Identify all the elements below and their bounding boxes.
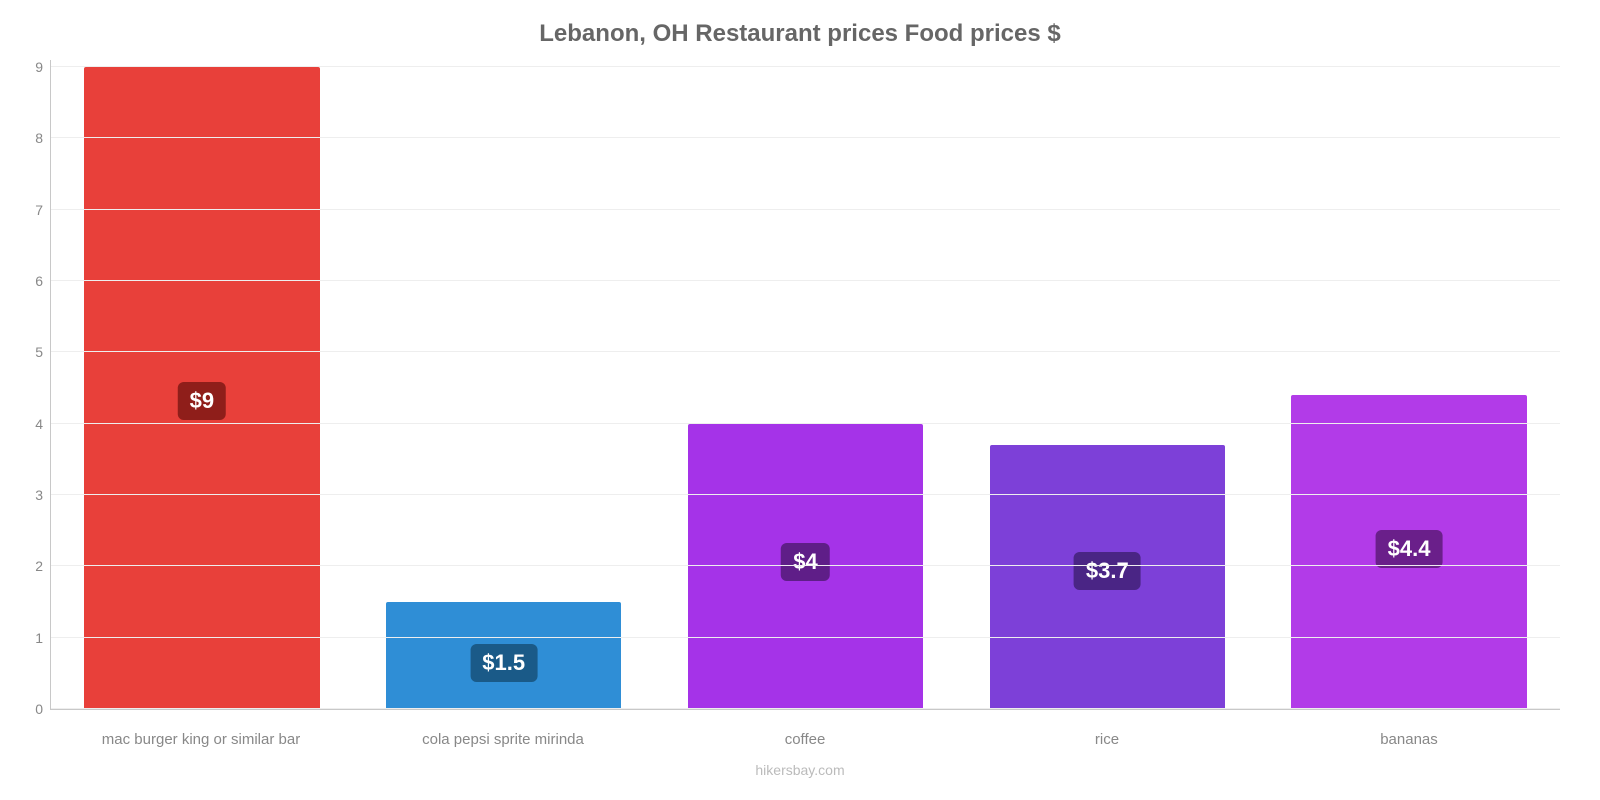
bars-group: $9 $1.5 $4 $3.7 $4.4 bbox=[51, 60, 1560, 709]
bar: $9 bbox=[84, 67, 319, 709]
bar-slot: $4 bbox=[655, 60, 957, 709]
bar-value-badge: $3.7 bbox=[1074, 552, 1141, 590]
gridline bbox=[51, 351, 1560, 352]
chart-footer: hikersbay.com bbox=[0, 762, 1600, 778]
bar-slot: $3.7 bbox=[956, 60, 1258, 709]
bar-value-badge: $4.4 bbox=[1376, 530, 1443, 568]
bar: $4.4 bbox=[1291, 395, 1526, 709]
y-tick-label: 7 bbox=[35, 202, 51, 218]
x-axis-labels: mac burger king or similar barcola pepsi… bbox=[50, 731, 1560, 748]
x-tick-label: cola pepsi sprite mirinda bbox=[352, 731, 654, 748]
gridline bbox=[51, 708, 1560, 709]
x-tick-label: mac burger king or similar bar bbox=[50, 731, 352, 748]
gridline bbox=[51, 494, 1560, 495]
y-tick-label: 3 bbox=[35, 487, 51, 503]
gridline bbox=[51, 423, 1560, 424]
y-tick-label: 6 bbox=[35, 273, 51, 289]
gridline bbox=[51, 280, 1560, 281]
plot-area: $9$1.5$4$3.7$4.4 0123456789 bbox=[50, 60, 1560, 710]
gridline bbox=[51, 209, 1560, 210]
bar: $1.5 bbox=[386, 602, 621, 709]
x-tick-label: coffee bbox=[654, 731, 956, 748]
bar-value-badge: $1.5 bbox=[470, 644, 537, 682]
y-tick-label: 8 bbox=[35, 130, 51, 146]
bar-value-badge: $4 bbox=[781, 543, 829, 581]
bar-slot: $4.4 bbox=[1258, 60, 1560, 709]
y-tick-label: 1 bbox=[35, 630, 51, 646]
bar-slot: $9 bbox=[51, 60, 353, 709]
x-tick-label: bananas bbox=[1258, 731, 1560, 748]
bar: $3.7 bbox=[990, 445, 1225, 709]
y-tick-label: 4 bbox=[35, 416, 51, 432]
x-tick-label: rice bbox=[956, 731, 1258, 748]
gridline bbox=[51, 565, 1560, 566]
y-tick-label: 0 bbox=[35, 701, 51, 717]
y-tick-label: 2 bbox=[35, 558, 51, 574]
y-tick-label: 5 bbox=[35, 344, 51, 360]
chart-title: Lebanon, OH Restaurant prices Food price… bbox=[0, 20, 1600, 48]
gridline bbox=[51, 637, 1560, 638]
chart-container: Lebanon, OH Restaurant prices Food price… bbox=[0, 0, 1600, 800]
bar-value-badge: $9 bbox=[178, 382, 226, 420]
bar-slot: $1.5 bbox=[353, 60, 655, 709]
gridline bbox=[51, 66, 1560, 67]
gridline bbox=[51, 137, 1560, 138]
y-tick-label: 9 bbox=[35, 59, 51, 75]
